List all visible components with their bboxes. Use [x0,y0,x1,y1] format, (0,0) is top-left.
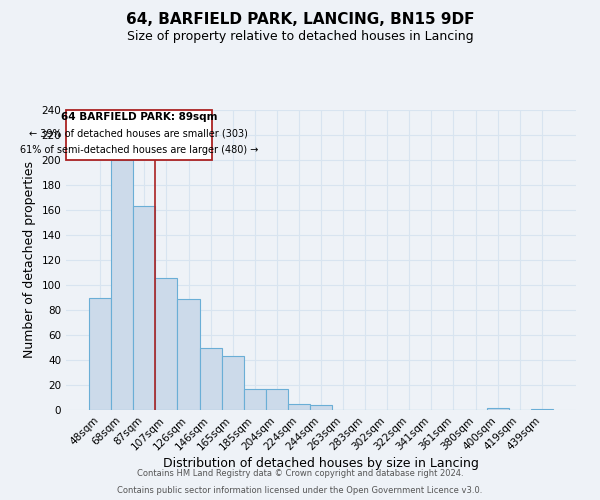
Bar [244,389,266,410]
Bar [266,389,288,410]
Bar [89,298,111,410]
Bar [531,409,553,410]
Bar [178,298,200,410]
Text: 61% of semi-detached houses are larger (480) →: 61% of semi-detached houses are larger (… [20,145,258,155]
Bar [133,206,155,410]
Text: Contains HM Land Registry data © Crown copyright and database right 2024.: Contains HM Land Registry data © Crown c… [137,468,463,477]
Bar [310,405,332,410]
Bar [155,278,178,410]
Y-axis label: Number of detached properties: Number of detached properties [23,162,36,358]
Text: Size of property relative to detached houses in Lancing: Size of property relative to detached ho… [127,30,473,43]
Text: ← 39% of detached houses are smaller (303): ← 39% of detached houses are smaller (30… [29,128,248,138]
Text: 64, BARFIELD PARK, LANCING, BN15 9DF: 64, BARFIELD PARK, LANCING, BN15 9DF [126,12,474,28]
Text: Contains public sector information licensed under the Open Government Licence v3: Contains public sector information licen… [118,486,482,495]
Text: 64 BARFIELD PARK: 89sqm: 64 BARFIELD PARK: 89sqm [61,112,217,122]
Bar [487,408,509,410]
Bar [111,160,133,410]
Bar [221,356,244,410]
X-axis label: Distribution of detached houses by size in Lancing: Distribution of detached houses by size … [163,458,479,470]
Bar [288,404,310,410]
Bar [200,348,221,410]
